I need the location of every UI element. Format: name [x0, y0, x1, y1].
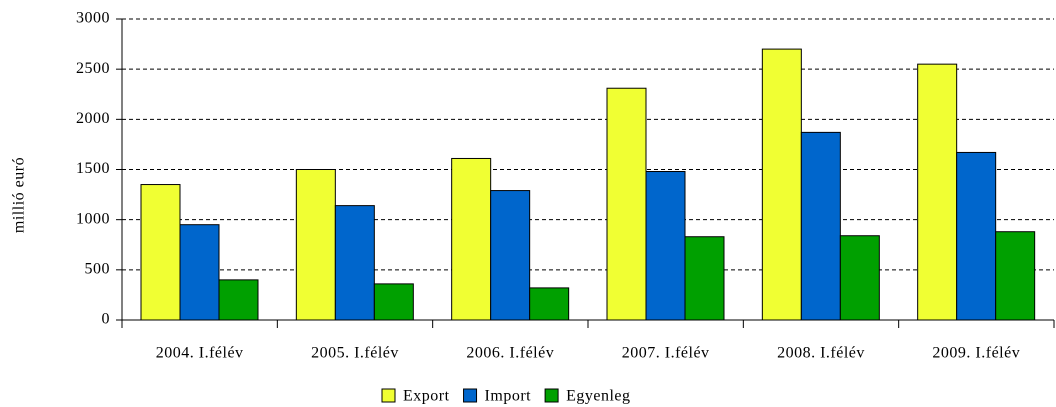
y-tick-label: 1000 [76, 210, 110, 227]
bar [761, 48, 802, 321]
y-tick-label: 0 [102, 311, 111, 328]
legend-label: Export [403, 388, 450, 405]
bar [140, 184, 181, 321]
legend-swatch [544, 388, 559, 403]
bar [334, 205, 375, 321]
bar [373, 283, 414, 321]
bar [800, 131, 841, 321]
bar [684, 236, 725, 321]
bar [917, 63, 958, 321]
bar [956, 151, 997, 321]
bar [295, 169, 336, 321]
x-tick-label: 2006. I.félév [466, 345, 554, 362]
legend-label: Egyenleg [566, 388, 630, 405]
x-tick-label: 2007. I.félév [622, 345, 710, 362]
bar [490, 190, 531, 321]
legend-label: Import [485, 388, 532, 405]
bar [645, 171, 686, 321]
x-tick-label: 2004. I.félév [156, 345, 244, 362]
y-tick-label: 1500 [76, 160, 110, 177]
bar [839, 235, 880, 321]
y-tick-label: 3000 [76, 10, 110, 27]
bar [529, 287, 570, 321]
bar [218, 279, 259, 321]
y-tick-label: 2500 [76, 60, 110, 77]
y-tick-label: 500 [85, 261, 111, 278]
bar [179, 224, 220, 321]
y-axis-label: millió euró [11, 157, 28, 233]
y-tick-label: 2000 [76, 110, 110, 127]
x-tick-label: 2005. I.félév [311, 345, 399, 362]
bar [451, 157, 492, 321]
legend-swatch [463, 388, 478, 403]
x-tick-label: 2009. I.félév [932, 345, 1020, 362]
bar [995, 231, 1036, 321]
x-tick-label: 2008. I.félév [777, 345, 865, 362]
legend-swatch [381, 388, 396, 403]
bar [606, 87, 647, 321]
